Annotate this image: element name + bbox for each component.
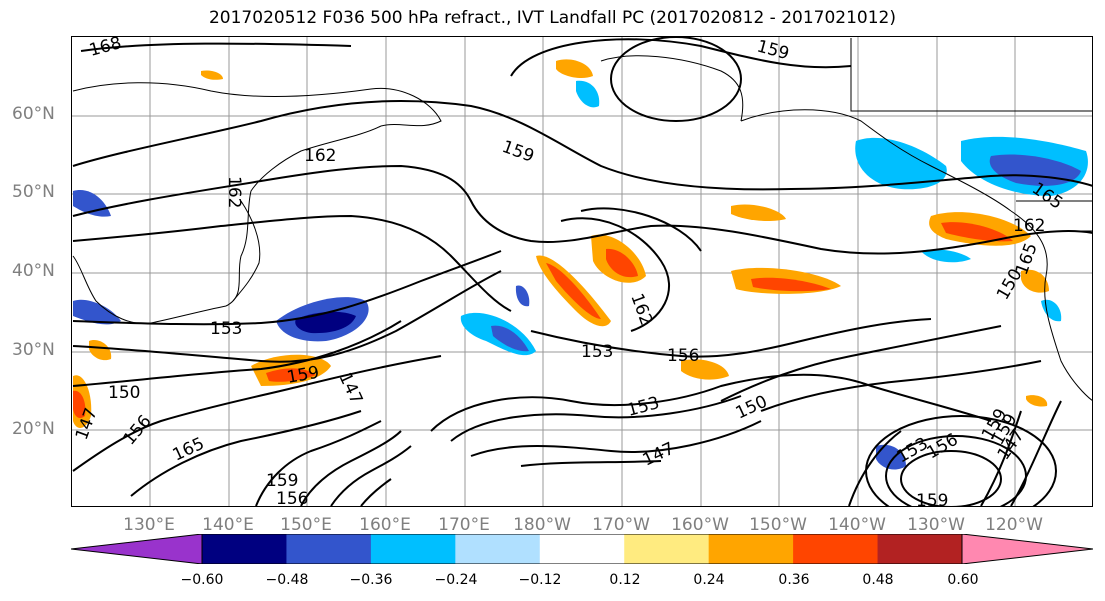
lat-label-60n: 60°N <box>12 104 55 124</box>
colorbar-cell <box>455 534 541 564</box>
lon-label-150w: 150°W <box>749 515 807 535</box>
lon-label-140w: 140°W <box>828 515 886 535</box>
lat-label-40n: 40°N <box>12 261 55 281</box>
lat-label-50n: 50°N <box>12 182 55 202</box>
contour-label: 150 <box>108 383 140 403</box>
colorbar-cell <box>877 534 963 564</box>
lon-label-160e: 160°E <box>359 515 411 535</box>
contour-label: 159 <box>499 137 536 167</box>
contour-label: 162 <box>1013 216 1045 236</box>
colorbar-tick-label: −0.12 <box>518 572 562 588</box>
colorbar-extend-low <box>71 534 203 564</box>
lon-label-180w: 180°W <box>513 515 571 535</box>
lat-label-20n: 20°N <box>12 419 55 439</box>
contour-label: 153 <box>581 342 613 362</box>
colorbar-tick-label: 0.60 <box>947 572 979 588</box>
lon-label-130e: 130°E <box>123 515 175 535</box>
colorbar-tick-label: −0.48 <box>265 572 309 588</box>
lon-label-170w: 170°W <box>592 515 650 535</box>
colorbar-border <box>201 534 963 564</box>
colorbar-tick-label: 0.36 <box>778 572 810 588</box>
colorbar-cell <box>793 534 879 564</box>
contour-label: 159 <box>285 363 320 388</box>
lon-label-130w: 130°W <box>907 515 965 535</box>
colorbar-tick-label: 0.24 <box>693 572 725 588</box>
lon-label-160w: 160°W <box>671 515 729 535</box>
lon-label-150e: 150°E <box>280 515 332 535</box>
map-svg: 168 159 159 162 165 162 150 153 156 162 … <box>72 37 1092 507</box>
lon-label-170e: 170°E <box>438 515 490 535</box>
contour-label: 159 <box>266 471 298 491</box>
contour-label: 156 <box>924 430 962 464</box>
refractivity-contours <box>72 37 1092 506</box>
colorbar-tick-label: 0.12 <box>609 572 641 588</box>
contour-label: 162 <box>304 146 336 166</box>
colorbar-extend-high <box>961 534 1093 564</box>
contour-label: 159 <box>916 491 948 507</box>
contour-label: 153 <box>210 319 242 339</box>
contour-label: 153 <box>625 393 662 421</box>
colorbar-cell <box>708 534 794 564</box>
colorbar-cell <box>202 534 287 564</box>
colorbar-tick-label: −0.36 <box>349 572 393 588</box>
colorbar <box>71 534 1093 564</box>
colorbar-cell <box>370 534 456 564</box>
negative-anomaly-shading <box>73 80 1088 470</box>
contour-label: 168 <box>87 37 124 61</box>
colorbar-tick-label: 0.48 <box>862 572 894 588</box>
colorbar-cell <box>539 534 625 564</box>
colorbar-tick-label: −0.24 <box>434 572 478 588</box>
lon-label-140e: 140°E <box>202 515 254 535</box>
map-panel: 168 159 159 162 165 162 150 153 156 162 … <box>71 36 1093 507</box>
colorbar-cell <box>624 534 710 564</box>
contour-label: 156 <box>667 346 699 366</box>
map-title: 2017020512 F036 500 hPa refract., IVT La… <box>208 8 896 28</box>
contour-label-group: 168 159 159 162 165 162 150 153 156 162 … <box>72 37 1066 507</box>
colorbar-cell <box>286 534 372 564</box>
contour-label: 162 <box>626 291 656 328</box>
contour-label: 147 <box>334 370 366 408</box>
coastlines <box>72 38 1092 401</box>
contour-label: 162 <box>224 176 244 208</box>
lon-label-120w: 120°W <box>985 515 1043 535</box>
colorbar-cells <box>71 534 1093 564</box>
lat-label-30n: 30°N <box>12 340 55 360</box>
contour-label: 156 <box>276 489 308 507</box>
contour-label: 147 <box>640 439 678 471</box>
colorbar-tick-label: −0.60 <box>180 572 224 588</box>
